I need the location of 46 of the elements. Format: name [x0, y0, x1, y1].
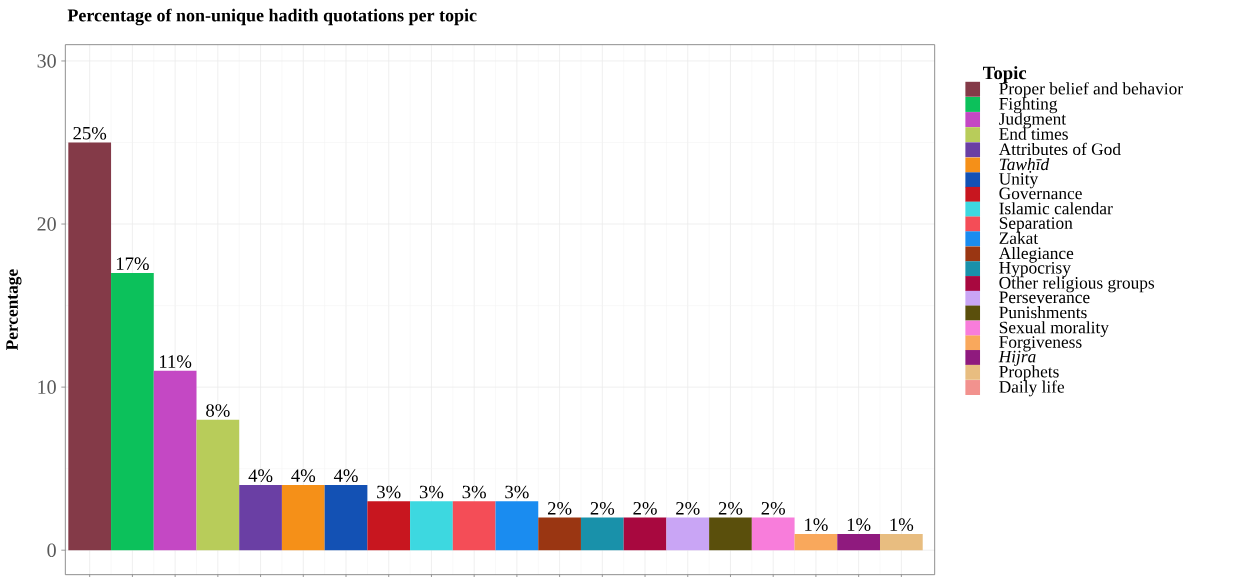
legend-label: Zakat [999, 231, 1039, 244]
data-label: 2% [633, 501, 657, 515]
legend-label: Hypocrisy [999, 261, 1071, 278]
y-tick-label: 30 [37, 54, 56, 68]
legend-label: Sexual morality [999, 320, 1109, 337]
y-tick-label: 20 [37, 217, 56, 231]
legend-label: Allegiance [998, 246, 1074, 263]
legend-title: Topic [983, 65, 1027, 83]
data-label: 17% [116, 257, 149, 270]
legend-label: Punishments [999, 305, 1087, 319]
data-label: 3% [462, 485, 486, 499]
data-label: 8% [206, 403, 230, 417]
data-label: 2% [547, 501, 572, 515]
legend-label: Fighting [999, 97, 1058, 114]
data-label: 3% [419, 485, 444, 499]
data-label: 1% [805, 518, 828, 531]
legend-label: Judgment [999, 112, 1067, 129]
data-label: 11% [160, 355, 192, 368]
data-label: 4% [248, 469, 273, 482]
data-label: 4% [291, 469, 316, 482]
legend-label: Daily life [999, 380, 1065, 397]
data-label: 3% [377, 485, 401, 499]
data-label: 3% [505, 485, 529, 499]
legend-label: Proper belief and behavior [999, 82, 1183, 98]
data-label: 2% [718, 501, 743, 515]
legend-label: Islamic calendar [999, 202, 1113, 215]
y-tick-label: 0 [47, 543, 56, 557]
legend-label: Forgiveness [999, 336, 1082, 352]
legend-label: Governance [999, 187, 1082, 200]
chart-title: Percentage of non-unique hadith quotations per topic [67, 8, 477, 26]
legend-label: Unity [999, 172, 1039, 189]
data-label: 4% [333, 469, 358, 482]
legend-label: Tawḥīd [999, 157, 1050, 173]
data-label: 1% [890, 518, 914, 531]
legend-label: Perseverance [999, 291, 1090, 303]
y-tick-label: 10 [38, 380, 56, 394]
data-label: 1% [847, 518, 871, 531]
legend-label: Prophets [999, 365, 1059, 381]
data-label: 2% [590, 501, 615, 515]
legend-label: Separation [999, 217, 1073, 233]
legend-label: Hijra [998, 350, 1036, 366]
data-label: 25% [73, 126, 107, 140]
legend-label: Attributes of God [998, 142, 1121, 155]
y-axis-title: Percentage [6, 269, 22, 350]
data-label: 2% [761, 501, 785, 515]
data-label: 2% [676, 501, 700, 515]
